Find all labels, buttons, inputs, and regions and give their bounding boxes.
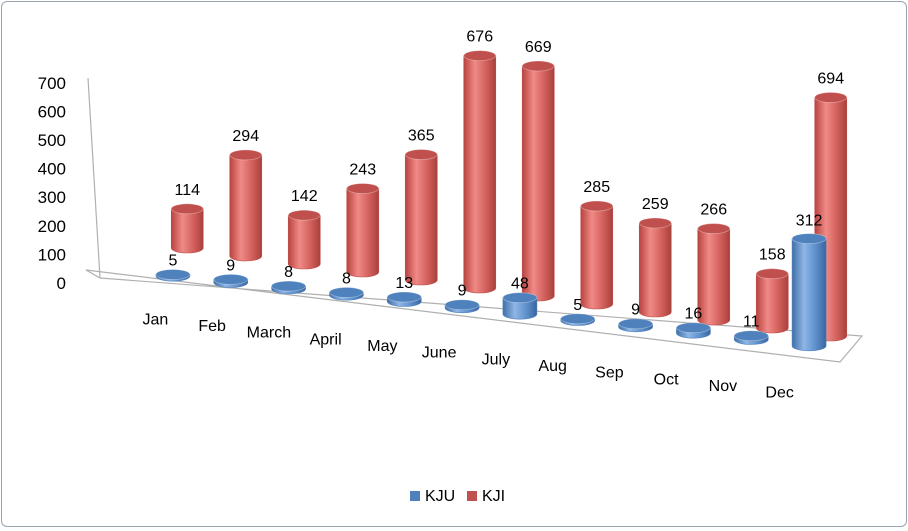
y-tick-label: 500	[38, 131, 66, 150]
data-label-kji: 142	[291, 188, 318, 205]
y-tick-label: 600	[38, 102, 66, 121]
data-label-kji: 158	[759, 247, 786, 264]
data-label-kji: 694	[817, 70, 844, 87]
data-label-kji: 676	[466, 29, 493, 46]
bar-kju[interactable]	[213, 274, 249, 288]
legend-item[interactable]: KJU	[410, 488, 455, 505]
data-label-kju: 11	[743, 314, 760, 331]
category-label: July	[482, 351, 510, 368]
y-tick-label: 400	[38, 160, 66, 179]
bar-kju[interactable]	[329, 287, 364, 301]
data-label-kji: 365	[408, 128, 435, 145]
bar-kji[interactable]	[346, 183, 380, 278]
bar-kji[interactable]	[638, 217, 672, 318]
data-label-kju: 9	[226, 257, 235, 274]
legend-swatch	[467, 491, 477, 501]
bar-kji[interactable]	[229, 149, 263, 262]
category-label: March	[247, 325, 291, 342]
bar-kji[interactable]	[697, 223, 731, 326]
category-label: Dec	[765, 385, 793, 402]
bar-kji[interactable]	[521, 60, 555, 302]
legend-item[interactable]: KJI	[467, 488, 505, 505]
legend-swatch	[410, 491, 420, 501]
category-label: June	[422, 345, 457, 362]
data-label-kju: 8	[342, 270, 351, 287]
category-label: Jan	[142, 311, 168, 328]
legend-label: KJU	[425, 488, 455, 505]
data-label-kju: 9	[631, 302, 640, 319]
bar-kju[interactable]	[386, 291, 422, 307]
bar-kju[interactable]	[733, 330, 769, 345]
bar-kji[interactable]	[404, 149, 438, 286]
bar-kju[interactable]	[444, 299, 480, 314]
category-label: May	[367, 338, 397, 355]
bar-kju[interactable]	[560, 313, 596, 326]
data-label-kji: 259	[642, 196, 669, 213]
category-label: Sep	[595, 365, 624, 382]
category-label: Nov	[709, 378, 737, 395]
category-label: Aug	[538, 358, 566, 375]
y-axis-line	[87, 77, 101, 279]
data-label-kju: 9	[458, 283, 467, 300]
data-label-kji: 285	[583, 179, 610, 196]
y-axis-ticks: 0 100 200 300 400 500 600 700	[38, 74, 66, 293]
category-labels: Jan Feb March April May June July Aug Sep Oct Nov D…	[142, 311, 793, 401]
data-label-kji: 114	[174, 182, 200, 199]
bar-kji[interactable]	[755, 268, 789, 334]
legend-label: KJI	[482, 488, 505, 505]
bar-kju[interactable]	[155, 269, 191, 282]
bar-kji[interactable]	[170, 203, 204, 254]
data-label-kji: 266	[700, 202, 727, 219]
floor-outline	[85, 269, 864, 363]
legend[interactable]: KJU KJI	[410, 488, 505, 505]
y-tick-label: 0	[57, 274, 66, 293]
data-label-kju: 312	[796, 213, 823, 230]
data-label-kju: 13	[395, 275, 413, 292]
data-label-kju: 5	[573, 297, 582, 314]
bar-kji[interactable]	[463, 50, 497, 294]
data-label-kju: 48	[511, 276, 529, 293]
data-label-kji: 243	[349, 161, 376, 178]
y-tick-label: 200	[38, 217, 66, 236]
data-label-kji: 669	[525, 39, 552, 56]
bar-kju[interactable]	[791, 233, 827, 352]
axes	[85, 77, 864, 363]
y-tick-label: 700	[38, 74, 66, 93]
bar-kju[interactable]	[618, 318, 653, 333]
bar-kju[interactable]	[502, 292, 538, 320]
data-label-kju: 5	[168, 252, 177, 269]
y-tick-label: 100	[38, 245, 66, 264]
bars: 114 294 142 243 365 676 669 285 259 266 158 694 5 9 8 8…	[155, 29, 848, 352]
y-tick-label: 300	[38, 188, 66, 207]
bar-kji[interactable]	[287, 209, 321, 270]
data-label-kju: 16	[685, 306, 703, 323]
category-label: Feb	[198, 318, 226, 335]
bar-kju[interactable]	[676, 322, 711, 339]
bar-kji[interactable]	[580, 200, 614, 310]
data-label-kju: 8	[284, 264, 293, 281]
category-label: April	[310, 331, 342, 348]
data-label-kji: 294	[232, 128, 259, 145]
bar-kju[interactable]	[271, 280, 306, 295]
category-label: Oct	[654, 371, 679, 388]
